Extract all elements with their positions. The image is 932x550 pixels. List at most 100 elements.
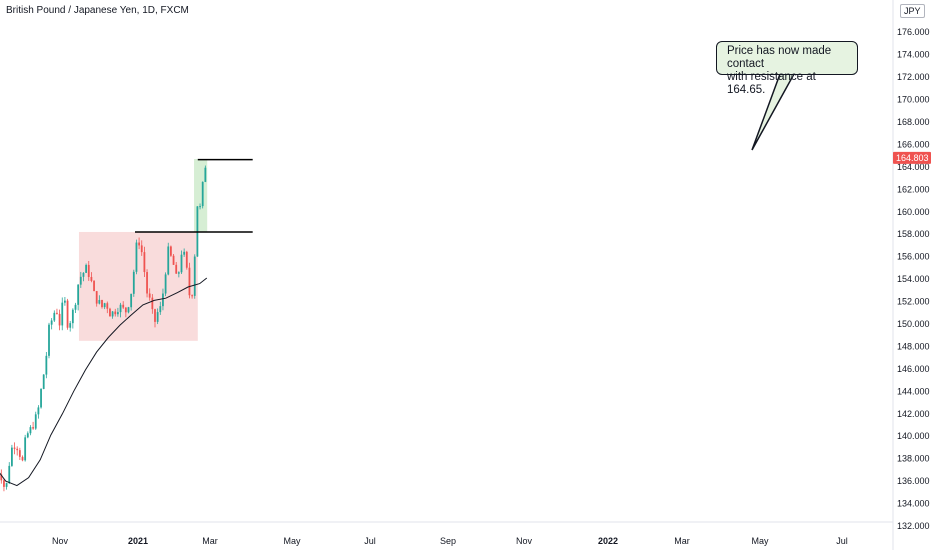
candle-body bbox=[117, 312, 119, 315]
x-tick-label: Mar bbox=[202, 536, 218, 546]
y-tick-label: 166.000 bbox=[897, 139, 930, 149]
candle-body bbox=[154, 309, 156, 322]
candle-body bbox=[37, 407, 40, 415]
y-tick-label: 152.000 bbox=[897, 297, 930, 307]
y-tick-label: 136.000 bbox=[897, 476, 930, 486]
y-tick-label: 164.000 bbox=[897, 162, 930, 172]
y-tick-label: 150.000 bbox=[897, 319, 930, 329]
candle-body bbox=[21, 456, 24, 461]
x-tick-label: May bbox=[283, 536, 301, 546]
candle-body bbox=[138, 242, 140, 246]
candle-body bbox=[111, 311, 114, 317]
candle-body bbox=[53, 312, 56, 321]
y-tick-label: 148.000 bbox=[897, 341, 930, 351]
candle-body bbox=[77, 284, 80, 305]
candle-body bbox=[159, 306, 162, 313]
last-price-tag: 164.803 bbox=[893, 151, 931, 164]
candle-body bbox=[162, 293, 164, 307]
chart-lines bbox=[0, 158, 253, 487]
y-tick-label: 172.000 bbox=[897, 72, 930, 82]
candle-body bbox=[82, 272, 85, 277]
candle-body bbox=[151, 297, 154, 310]
currency-badge[interactable]: JPY bbox=[900, 4, 925, 18]
candle-body bbox=[18, 450, 21, 457]
y-tick-label: 144.000 bbox=[897, 386, 930, 396]
candle-body bbox=[85, 264, 87, 273]
y-tick-label: 176.000 bbox=[897, 27, 930, 37]
x-tick-label: Sep bbox=[440, 536, 456, 546]
candle-body bbox=[90, 276, 93, 281]
candle-body bbox=[79, 276, 82, 285]
candle-body bbox=[61, 302, 64, 326]
candle-body bbox=[201, 181, 204, 207]
candle-body bbox=[132, 271, 135, 294]
x-tick-label: Nov bbox=[52, 536, 69, 546]
y-tick-label: 154.000 bbox=[897, 274, 930, 284]
y-tick-label: 140.000 bbox=[897, 431, 930, 441]
candle-body bbox=[24, 437, 27, 461]
candle-body bbox=[183, 251, 186, 255]
candle-body bbox=[167, 246, 170, 275]
candle-body bbox=[95, 291, 98, 304]
candle-body bbox=[42, 374, 45, 389]
chart-title: British Pound / Japanese Yen, 1D, FXCM bbox=[6, 5, 189, 16]
candle-body bbox=[56, 312, 58, 314]
candle-body bbox=[50, 320, 53, 325]
candle-body bbox=[58, 313, 61, 326]
candle-body bbox=[135, 242, 138, 272]
candle-body bbox=[124, 307, 127, 313]
candle-body bbox=[66, 300, 69, 328]
candle-body bbox=[3, 480, 5, 487]
x-tick-label: Mar bbox=[674, 536, 690, 546]
candle-body bbox=[48, 324, 50, 356]
candle-body bbox=[11, 447, 13, 466]
callout-box: Price has now made contact with resistan… bbox=[716, 41, 858, 96]
candle-body bbox=[175, 264, 178, 274]
candle-body bbox=[32, 427, 34, 429]
moving-average-line bbox=[0, 277, 208, 487]
x-axis[interactable]: Nov 2021 Mar May Jul Sep Nov 2022 Mar May Jul bbox=[52, 536, 848, 546]
candle-body bbox=[193, 256, 196, 296]
candle-body bbox=[103, 303, 106, 308]
candle-body bbox=[40, 388, 42, 408]
chart-zones bbox=[78, 159, 208, 341]
candle-body bbox=[204, 167, 207, 182]
y-axis[interactable]: 132.000 134.000 136.000 138.000 140.000 142.0… bbox=[897, 27, 930, 531]
candle-body bbox=[180, 254, 183, 273]
y-tick-label: 156.000 bbox=[897, 252, 930, 262]
candle-body bbox=[64, 300, 66, 303]
candle-body bbox=[8, 465, 11, 484]
candle-body bbox=[45, 355, 48, 375]
candle-body bbox=[13, 447, 16, 449]
candle-body bbox=[199, 206, 201, 208]
x-tick-label: 2022 bbox=[598, 536, 618, 546]
candle-body bbox=[106, 303, 109, 309]
candle-body bbox=[98, 300, 101, 304]
last-price-label: 164.803 bbox=[896, 153, 929, 163]
x-tick-label: 2021 bbox=[128, 536, 148, 546]
candle-body bbox=[69, 323, 72, 328]
y-tick-label: 174.000 bbox=[897, 50, 930, 60]
y-tick-label: 170.000 bbox=[897, 95, 930, 105]
candle-body bbox=[177, 272, 180, 274]
y-tick-label: 158.000 bbox=[897, 229, 930, 239]
candle-body bbox=[164, 274, 167, 294]
candle-body bbox=[109, 308, 111, 317]
candle-body bbox=[93, 280, 95, 292]
candle-body bbox=[71, 309, 74, 324]
y-tick-label: 162.000 bbox=[897, 184, 930, 194]
x-tick-label: Nov bbox=[516, 536, 533, 546]
y-tick-label: 168.000 bbox=[897, 117, 930, 127]
candle-body bbox=[143, 252, 146, 273]
candle-body bbox=[74, 304, 77, 310]
candle-body bbox=[16, 448, 19, 451]
range-zone bbox=[78, 231, 198, 341]
y-tick-label: 142.000 bbox=[897, 409, 930, 419]
y-tick-label: 160.000 bbox=[897, 207, 930, 217]
callout-line-1: Price has now made contact bbox=[727, 45, 832, 70]
candle-body bbox=[101, 300, 103, 308]
candle-body bbox=[127, 307, 130, 313]
candle-body bbox=[26, 433, 29, 438]
candle-body bbox=[148, 293, 151, 298]
